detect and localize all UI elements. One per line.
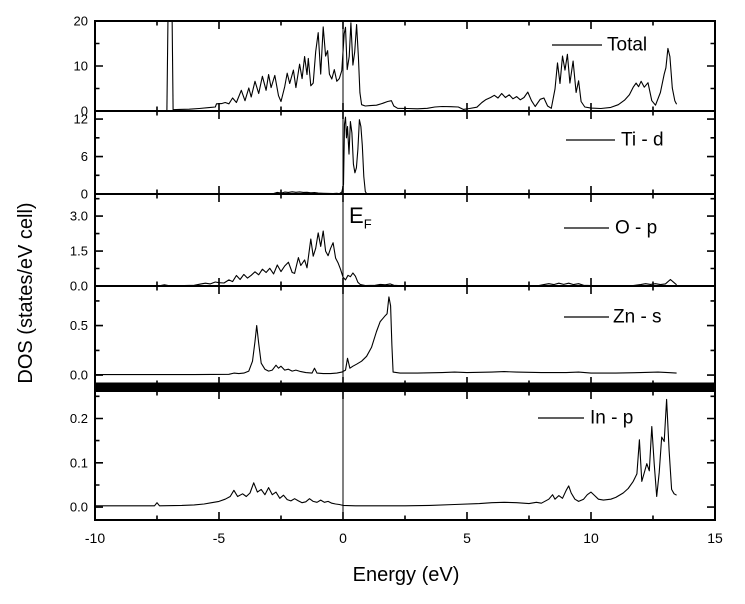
y-tick-label-o_p-1.5: 1.5	[70, 244, 88, 259]
legend-label-zn-s: Zn - s	[613, 306, 662, 328]
x-tick-label--10: -10	[85, 530, 105, 546]
x-tick-label-10: 10	[583, 530, 599, 546]
panel-frame-ti_d	[94, 110, 716, 195]
o_p-curve	[96, 230, 677, 286]
y-tick-label-ti_d-0: 0	[81, 187, 88, 202]
y-tick-label-in_p-0.1: 0.1	[70, 455, 88, 470]
y-tick-label-o_p-0.0: 0.0	[70, 279, 88, 294]
x-axis-title: Energy (eV)	[352, 564, 460, 586]
y-tick-label-ti_d-6: 6	[81, 149, 88, 164]
ti_d-curve	[96, 116, 677, 194]
in_p-curve	[96, 398, 677, 507]
y-axis-title: DOS (states/eV cell)	[15, 202, 37, 384]
legend-label-ti-d: Ti - d	[621, 129, 664, 151]
y-tick-label-zn_s-0.5: 0.5	[70, 318, 88, 333]
y-tick-label-total-10: 10	[74, 59, 88, 74]
fermi-label-main: E	[349, 203, 364, 228]
y-tick-label-in_p-0.2: 0.2	[70, 411, 88, 426]
x-tick-label-0: 0	[339, 530, 347, 546]
legend-label-in-p: In - p	[590, 407, 634, 429]
zn_s-curve	[96, 296, 677, 376]
axis-ticks-in_p	[94, 391, 716, 520]
total-curve	[96, 21, 678, 111]
fermi-label-sub: F	[363, 216, 372, 232]
x-tick-label--5: -5	[213, 530, 226, 546]
axis-ticks-zn_s	[94, 286, 716, 385]
panel-separator-bar	[94, 382, 716, 392]
legend-label-o-p: O - p	[615, 217, 658, 239]
panel-frame-zn_s	[94, 285, 716, 386]
y-tick-label-o_p-3.0: 3.0	[70, 209, 88, 224]
y-tick-label-total-0: 0	[81, 104, 88, 119]
panel-frame-o_p	[94, 193, 716, 287]
fermi-level-label: EF	[349, 203, 372, 231]
x-tick-label-5: 5	[463, 530, 471, 546]
x-tick-label-15: 15	[707, 530, 723, 546]
axis-ticks-ti_d	[94, 111, 716, 195]
y-tick-label-total-20: 20	[74, 14, 88, 29]
y-tick-label-ti_d-12: 12	[74, 112, 88, 127]
axis-ticks-o_p	[94, 194, 716, 287]
y-tick-label-zn_s-0.0: 0.0	[70, 368, 88, 383]
y-tick-label-in_p-0.0: 0.0	[70, 500, 88, 515]
legend-label-total: Total	[607, 34, 648, 56]
